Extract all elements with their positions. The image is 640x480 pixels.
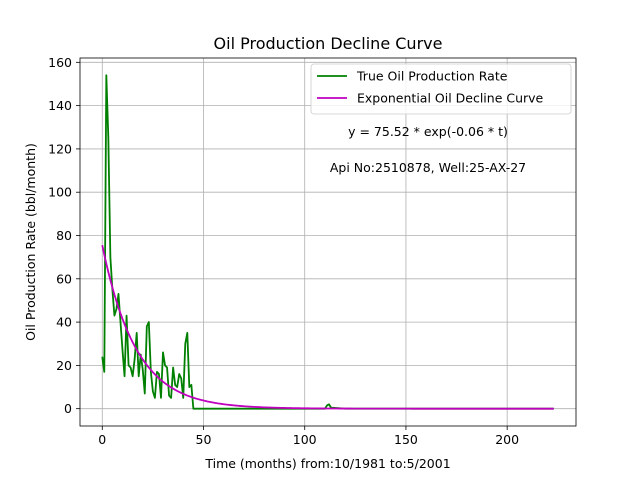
equation-annotation: y = 75.52 * exp(-0.06 * t) bbox=[348, 124, 508, 139]
x-tick-label: 200 bbox=[495, 432, 519, 447]
x-tick-label: 150 bbox=[394, 432, 418, 447]
y-tick-label: 40 bbox=[56, 315, 72, 330]
exponential-fit-line bbox=[101, 245, 554, 410]
chart-title: Oil Production Decline Curve bbox=[214, 34, 443, 53]
legend: True Oil Production Rate Exponential Oil… bbox=[310, 63, 572, 115]
y-tick-label: 0 bbox=[64, 401, 72, 416]
y-tick-label: 160 bbox=[48, 55, 72, 70]
y-tick-label: 20 bbox=[56, 358, 72, 373]
x-tick-label: 0 bbox=[98, 432, 106, 447]
true-rate-line bbox=[101, 74, 554, 410]
x-axis-ticks: 0 50 100 150 200 bbox=[98, 426, 519, 447]
y-tick-label: 60 bbox=[56, 271, 72, 286]
plot-frame bbox=[79, 57, 577, 427]
x-tick-label: 50 bbox=[196, 432, 212, 447]
legend-label-true-rate: True Oil Production Rate bbox=[356, 69, 508, 84]
y-axis-label: Oil Production Rate (bbl/month) bbox=[23, 143, 38, 341]
y-axis-ticks: 0 20 40 60 80 100 120 140 160 bbox=[48, 55, 80, 416]
x-axis-label: Time (months) from:10/1981 to:5/2001 bbox=[204, 456, 450, 471]
well-annotation: Api No:2510878, Well:25-AX-27 bbox=[330, 160, 526, 175]
y-tick-label: 80 bbox=[56, 228, 72, 243]
legend-box bbox=[310, 63, 572, 115]
series-group bbox=[101, 74, 554, 410]
y-tick-label: 140 bbox=[48, 98, 72, 113]
y-tick-label: 120 bbox=[48, 141, 72, 156]
legend-label-exponential-fit: Exponential Oil Decline Curve bbox=[357, 91, 544, 106]
x-tick-label: 100 bbox=[293, 432, 317, 447]
y-tick-label: 100 bbox=[48, 185, 72, 200]
